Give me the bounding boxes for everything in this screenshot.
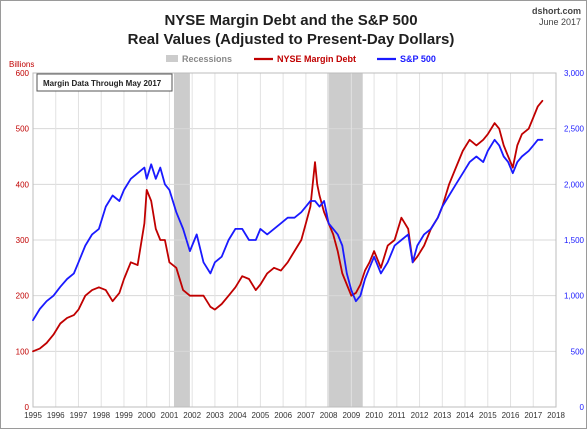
x-tick-label-23: 2018 — [547, 411, 565, 420]
plot-area-border — [32, 72, 557, 408]
x-tick-label-14: 2009 — [342, 411, 360, 420]
chart-subtitle: Real Values (Adjusted to Present-Day Dol… — [128, 31, 455, 48]
x-tick-label-10: 2005 — [251, 411, 269, 420]
legend-label-recessions: Recessions — [182, 54, 232, 64]
left-tick-label-1: 100 — [16, 347, 30, 356]
annotation-box: Margin Data Through May 2017 — [36, 73, 173, 92]
left-tick-label-6: 600 — [16, 69, 30, 78]
annotation-border — [36, 73, 173, 92]
right-tick-label-4: 2,000 — [564, 180, 585, 189]
right-tick-label-3: 1,500 — [564, 236, 585, 245]
x-tick-label-12: 2007 — [297, 411, 315, 420]
x-tick-label-18: 2013 — [433, 411, 451, 420]
x-tick-label-19: 2014 — [456, 411, 474, 420]
gridlines — [32, 72, 557, 408]
right-axis-ticks: 0 500 1,000 1,500 2,000 2,500 3,000 — [564, 69, 585, 412]
right-tick-label-0: 0 — [580, 403, 585, 412]
legend-swatch-recessions — [166, 55, 178, 62]
x-tick-label-5: 2000 — [138, 411, 156, 420]
x-tick-label-15: 2010 — [365, 411, 383, 420]
right-tick-label-5: 2,500 — [564, 125, 585, 134]
x-tick-label-21: 2016 — [502, 411, 520, 420]
x-tick-label-1: 1996 — [47, 411, 65, 420]
x-tick-label-3: 1998 — [92, 411, 110, 420]
left-axis-label: Billions — [9, 60, 34, 69]
chart-title: NYSE Margin Debt and the S&P 500 — [164, 12, 417, 29]
x-tick-label-6: 2001 — [161, 411, 179, 420]
left-tick-label-2: 200 — [16, 292, 30, 301]
source-date: June 2017 — [539, 17, 581, 27]
x-tick-label-17: 2012 — [411, 411, 429, 420]
x-tick-label-16: 2011 — [388, 411, 406, 420]
series-line-sp500 — [32, 138, 544, 322]
x-axis-ticks: 1995 1996 1997 1998 1999 2000 2001 2002 2003 2004… — [24, 411, 565, 420]
x-tick-label-11: 2006 — [274, 411, 292, 420]
x-tick-label-13: 2008 — [320, 411, 338, 420]
right-tick-label-6: 3,000 — [564, 69, 585, 78]
left-tick-label-0: 0 — [25, 403, 30, 412]
legend: Recessions NYSE Margin Debt S&P 500 — [166, 54, 436, 64]
right-tick-label-1: 500 — [571, 347, 585, 356]
x-tick-label-9: 2004 — [229, 411, 247, 420]
series-lines — [32, 99, 544, 353]
left-axis-ticks: 0 100 200 300 400 500 600 — [16, 69, 30, 412]
source-site: dshort.com — [532, 6, 581, 16]
x-tick-label-7: 2002 — [183, 411, 201, 420]
legend-label-sp500: S&P 500 — [400, 54, 436, 64]
left-tick-label-4: 400 — [16, 180, 30, 189]
right-tick-label-2: 1,000 — [564, 292, 585, 301]
x-tick-label-2: 1997 — [70, 411, 88, 420]
left-tick-label-3: 300 — [16, 236, 30, 245]
series-line-margin-debt — [32, 99, 544, 353]
left-tick-label-5: 500 — [16, 125, 30, 134]
x-tick-label-8: 2003 — [206, 411, 224, 420]
x-tick-label-0: 1995 — [24, 411, 42, 420]
x-tick-label-22: 2017 — [524, 411, 542, 420]
x-tick-label-4: 1999 — [115, 411, 133, 420]
legend-label-margin: NYSE Margin Debt — [277, 54, 356, 64]
x-tick-label-20: 2015 — [479, 411, 497, 420]
annotation-text: Margin Data Through May 2017 — [43, 79, 162, 88]
